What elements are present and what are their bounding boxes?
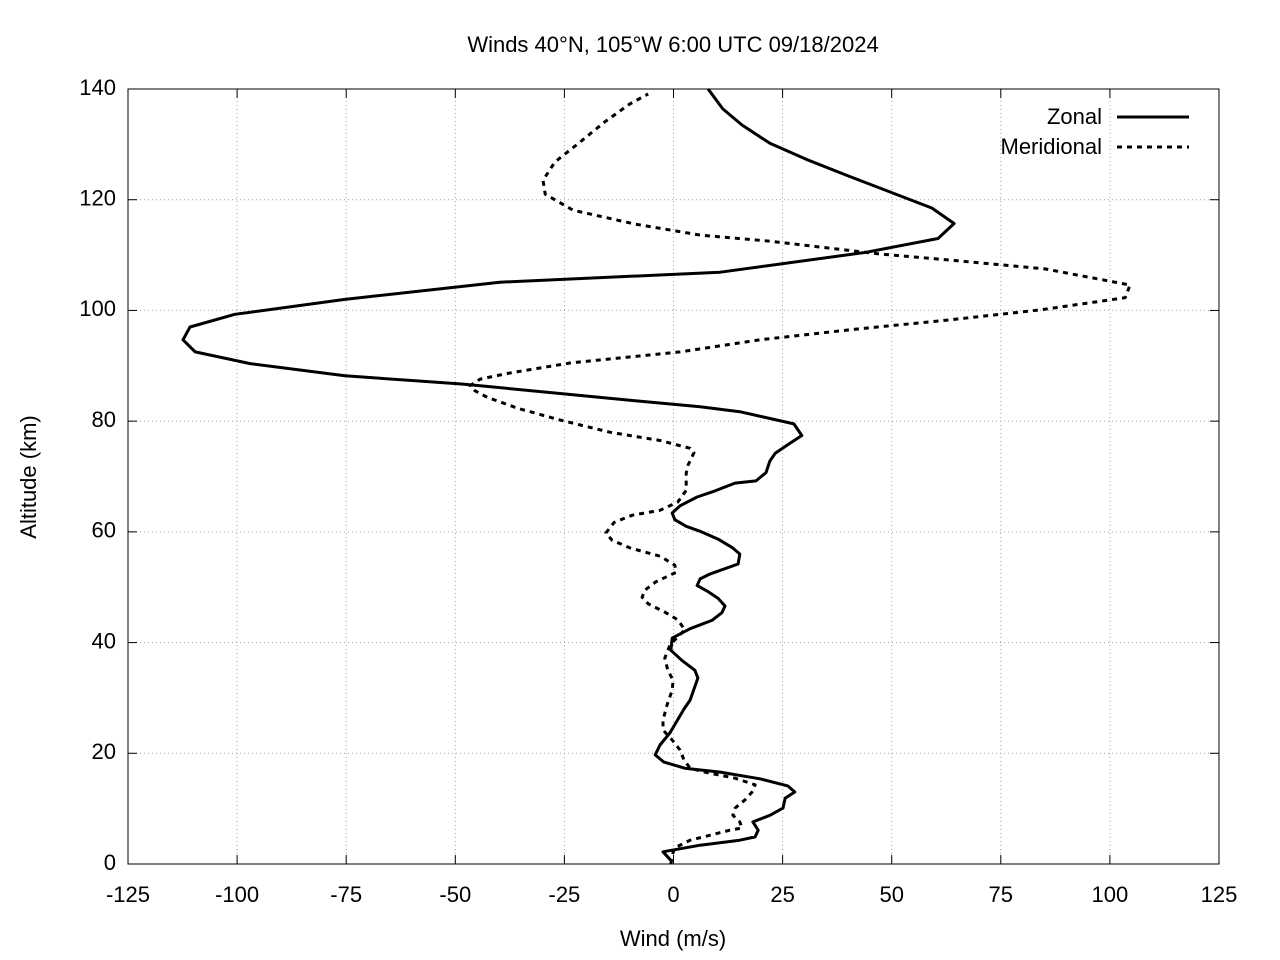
x-tick-label: -100 [215, 882, 259, 907]
x-tick-label: 75 [989, 882, 1013, 907]
x-tick-label: -25 [549, 882, 581, 907]
y-tick-label: 0 [104, 850, 116, 875]
y-tick-label: 20 [92, 739, 116, 764]
x-tick-label: 0 [667, 882, 679, 907]
y-tick-label: 40 [92, 628, 116, 653]
x-axis-label: Wind (m/s) [620, 926, 726, 951]
y-tick-label: 100 [79, 296, 116, 321]
data-line [468, 92, 1132, 865]
x-tick-label: -75 [330, 882, 362, 907]
y-tick-label: 80 [92, 407, 116, 432]
x-tick-label: 50 [879, 882, 903, 907]
chart-title: Winds 40°N, 105°W 6:00 UTC 09/18/2024 [467, 32, 878, 57]
x-tick-label: 125 [1201, 882, 1238, 907]
legend-label: Zonal [1047, 104, 1102, 129]
y-tick-label: 120 [79, 186, 116, 211]
y-axis-label: Altitude (km) [16, 415, 41, 538]
x-tick-label: -50 [439, 882, 471, 907]
x-tick-label: 25 [770, 882, 794, 907]
x-tick-label: -125 [106, 882, 150, 907]
legend-label: Meridional [1001, 134, 1103, 159]
y-tick-label: 140 [79, 75, 116, 100]
plot-frame [127, 88, 1220, 865]
y-tick-label: 60 [92, 518, 116, 543]
data-line [181, 88, 956, 863]
x-tick-label: 100 [1092, 882, 1129, 907]
